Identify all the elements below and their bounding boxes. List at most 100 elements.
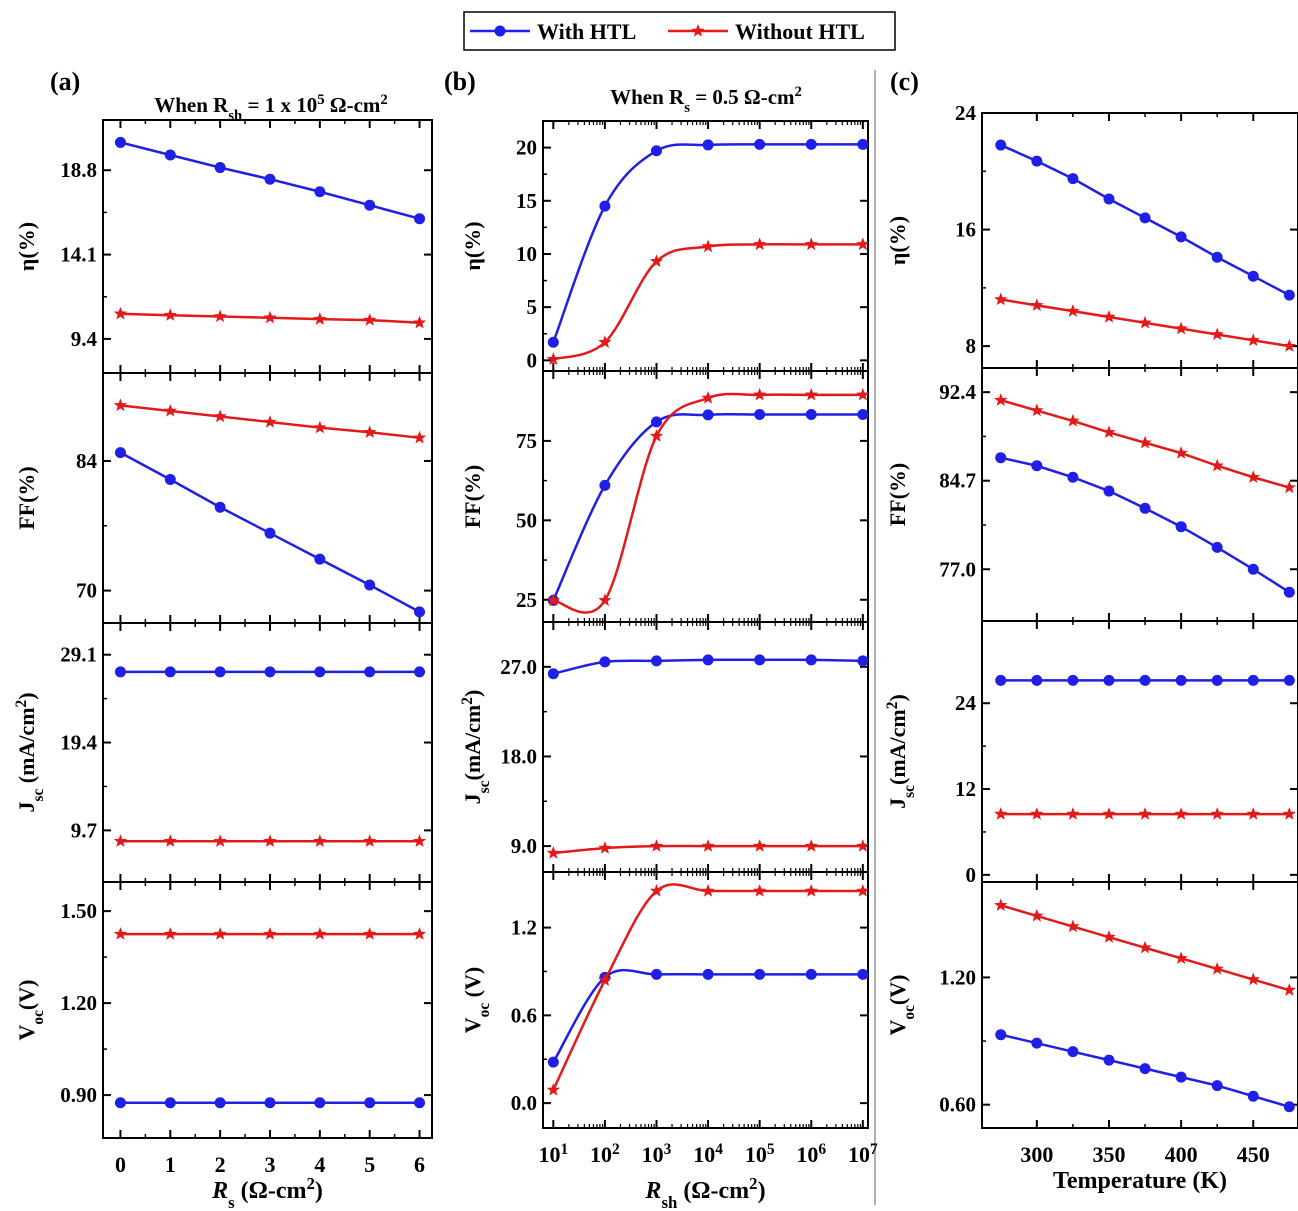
data-point-without-htl <box>163 927 177 940</box>
data-point-without-htl <box>1174 321 1188 335</box>
data-point-with-htl <box>1067 173 1079 185</box>
x-axis-label: Rs (Ω-cm2) <box>211 1174 323 1211</box>
y-tick-label: 0.0 <box>511 1091 537 1115</box>
y-tick-label: 8 <box>966 334 977 358</box>
y-tick-label: 0.6 <box>511 1003 537 1027</box>
data-point-with-htl <box>364 1097 376 1109</box>
data-point-without-htl <box>1030 908 1044 922</box>
data-point-without-htl <box>649 839 664 852</box>
data-point-without-htl <box>701 839 715 852</box>
data-point-with-htl <box>364 666 376 678</box>
legend-with-marker <box>494 25 506 37</box>
y-tick-label: 10 <box>516 242 537 266</box>
data-point-with-htl <box>995 1029 1007 1041</box>
data-point-without-htl <box>1138 315 1152 329</box>
data-point-with-htl <box>1247 563 1259 575</box>
series-group <box>113 136 427 329</box>
data-point-without-htl <box>113 398 128 412</box>
legend-without-marker <box>691 24 705 37</box>
data-point-without-htl <box>163 834 177 847</box>
data-point-without-htl <box>1030 403 1044 417</box>
data-point-without-htl <box>701 884 715 897</box>
data-point-without-htl <box>753 839 767 852</box>
data-point-with-htl <box>1031 674 1043 686</box>
data-point-with-htl <box>754 409 766 421</box>
y-tick-label: 1.20 <box>939 965 976 989</box>
data-point-without-htl <box>313 834 327 847</box>
data-point-without-htl <box>213 309 227 323</box>
y-tick-label: 0.90 <box>60 1083 97 1107</box>
data-point-without-htl <box>598 335 612 348</box>
data-point-with-htl <box>650 416 662 428</box>
x-tick-label: 3 <box>264 1152 275 1177</box>
data-point-with-htl <box>1103 1054 1115 1066</box>
series-group <box>546 654 868 859</box>
series-line-without-htl <box>552 883 863 1091</box>
series-group <box>994 139 1296 352</box>
data-point-with-htl <box>702 409 714 421</box>
y-tick-label: 50 <box>516 508 537 532</box>
data-point-without-htl <box>1030 807 1044 820</box>
data-point-without-htl <box>649 254 664 268</box>
subplot-c-3: 0 12 24 Jsc(mA/cm2) <box>884 620 1298 887</box>
data-point-with-htl <box>414 1097 426 1109</box>
data-point-without-htl <box>113 927 128 940</box>
x-tick-label: 103 <box>642 1141 672 1168</box>
data-point-with-htl <box>857 138 868 150</box>
y-tick-label: 92.4 <box>939 380 976 404</box>
data-point-with-htl <box>547 336 559 348</box>
data-point-without-htl <box>546 352 560 365</box>
y-tick-label: 24 <box>955 691 977 715</box>
series-group <box>546 883 868 1096</box>
data-point-with-htl <box>264 666 276 678</box>
data-point-without-htl <box>1210 961 1224 975</box>
y-tick-label: 18.0 <box>500 744 537 768</box>
series-group <box>113 927 427 1109</box>
data-point-without-htl <box>1138 807 1152 820</box>
x-tick-label: 105 <box>745 1141 775 1168</box>
data-point-with-htl <box>214 666 226 678</box>
data-point-without-htl <box>1282 807 1296 820</box>
data-point-without-htl <box>598 593 612 607</box>
data-point-without-htl <box>412 315 427 329</box>
data-point-with-htl <box>214 1097 226 1109</box>
series-line-with-htl <box>1000 456 1291 594</box>
axes-frame <box>542 871 869 1129</box>
y-tick-label: 25 <box>516 588 537 612</box>
data-point-without-htl <box>1102 310 1116 323</box>
y-tick-label: 27.0 <box>500 655 537 679</box>
panel-label-b: (b) <box>444 67 476 96</box>
data-point-with-htl <box>650 968 662 980</box>
data-point-without-htl <box>1174 807 1188 820</box>
data-point-without-htl <box>1246 333 1260 346</box>
data-point-with-htl <box>214 162 226 174</box>
data-point-with-htl <box>1139 212 1151 224</box>
y-tick-label: 75 <box>516 429 537 453</box>
data-point-without-htl <box>1210 807 1224 820</box>
y-tick-label: 24 <box>955 101 977 125</box>
data-point-with-htl <box>805 409 817 421</box>
data-point-with-htl <box>164 666 176 678</box>
series-group <box>994 898 1296 1113</box>
data-point-with-htl <box>1031 460 1043 472</box>
data-point-without-htl <box>1210 327 1224 341</box>
data-point-without-htl <box>213 927 227 940</box>
subplot-b-1: 0 5 10 15 20 η(%) <box>460 120 869 372</box>
data-point-without-htl <box>856 839 868 852</box>
data-point-without-htl <box>1066 413 1080 427</box>
y-axis-label: Voc(V) <box>14 980 47 1041</box>
legend-with-label: With HTL <box>537 19 636 44</box>
data-point-with-htl <box>114 666 126 678</box>
y-tick-label: 77.0 <box>939 557 976 581</box>
axes-frame <box>102 119 433 374</box>
data-point-with-htl <box>114 447 126 459</box>
data-point-with-htl <box>857 655 868 667</box>
data-point-without-htl <box>363 313 377 326</box>
data-point-with-htl <box>414 606 426 618</box>
series-group <box>994 674 1296 820</box>
data-point-without-htl <box>804 884 818 897</box>
data-point-with-htl <box>1175 1071 1187 1083</box>
data-point-without-htl <box>1246 470 1260 483</box>
x-tick-label: 2 <box>215 1152 226 1177</box>
